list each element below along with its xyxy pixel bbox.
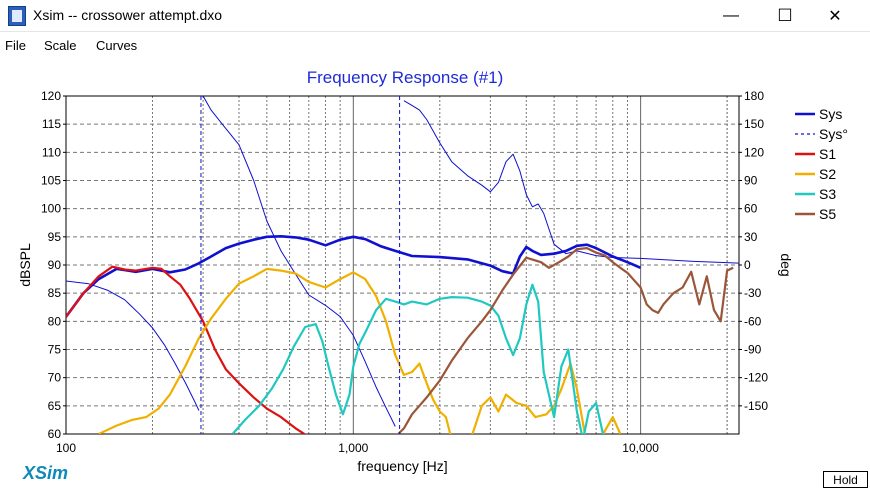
series-line-sys [66, 235, 642, 318]
y2-tick-label: 120 [744, 145, 764, 159]
y2-tick-label: 150 [744, 117, 764, 131]
y-tick-label: 115 [42, 117, 61, 131]
y2-tick-label: -30 [744, 286, 762, 300]
y2-tick-label: 0 [744, 258, 751, 272]
x-tick-label: 1,000 [338, 441, 368, 455]
menu-file[interactable]: File [5, 38, 26, 53]
hold-button[interactable]: Hold [823, 471, 868, 488]
minimize-button[interactable]: — [723, 6, 739, 24]
legend-label: S1 [819, 146, 836, 162]
series-line-s2 [98, 267, 622, 434]
y2-tick-label: 60 [744, 202, 758, 216]
legend-label: S2 [819, 166, 836, 182]
legend-label: Sys° [819, 126, 848, 142]
close-button[interactable]: ✕ [828, 7, 842, 25]
xsim-logo: XSim [23, 463, 69, 483]
y2-tick-label: -120 [744, 371, 768, 385]
y-tick-label: 70 [48, 371, 62, 385]
series-line-s5 [396, 247, 734, 434]
y2-tick-label: 90 [744, 174, 758, 188]
x-axis-label: frequency [Hz] [357, 458, 447, 474]
legend-label: Sys [819, 106, 842, 122]
title-bar: Xsim -- crossower attempt.dxo — ☐ ✕ [0, 0, 870, 32]
y-tick-label: 110 [42, 145, 61, 159]
menu-bar: File Scale Curves [0, 32, 870, 56]
menu-curves[interactable]: Curves [96, 38, 138, 53]
y-tick-label: 65 [48, 399, 62, 413]
y-tick-label: 105 [41, 174, 61, 188]
window-title: Xsim -- crossower attempt.dxo [33, 7, 223, 23]
y-tick-label: 95 [48, 230, 62, 244]
y2-axis-label: deg [778, 253, 794, 276]
x-tick-label: 10,000 [622, 441, 659, 455]
y-tick-label: 60 [48, 427, 62, 441]
y2-tick-label: -150 [744, 399, 768, 413]
legend: Sys Sys° S1 S2 S3 S5 [795, 106, 848, 222]
y2-tick-label: -90 [744, 343, 762, 357]
legend-label: S5 [819, 206, 836, 222]
y2-tick-label: 30 [744, 230, 758, 244]
y-axis-label: dBSPL [17, 243, 33, 287]
series-line-s3 [231, 283, 605, 434]
series-line-sys-phase [66, 96, 739, 427]
menu-scale[interactable]: Scale [44, 38, 77, 53]
y-tick-label: 80 [48, 314, 62, 328]
app-icon [8, 6, 26, 26]
y-tick-label: 75 [48, 343, 62, 357]
y-tick-label: 120 [41, 89, 61, 103]
y2-tick-label: 180 [744, 89, 764, 103]
series-line-s1 [66, 265, 307, 434]
legend-label: S3 [819, 186, 836, 202]
x-tick-label: 100 [56, 441, 76, 455]
maximize-button[interactable]: ☐ [777, 5, 793, 25]
y-grid [66, 95, 739, 435]
chart-title: Frequency Response (#1) [306, 68, 504, 87]
series-group [66, 96, 739, 434]
y-tick-label: 85 [48, 286, 62, 300]
y-tick-label: 90 [48, 258, 62, 272]
y2-tick-label: -60 [744, 314, 762, 328]
y-tick-label: 100 [41, 202, 61, 216]
